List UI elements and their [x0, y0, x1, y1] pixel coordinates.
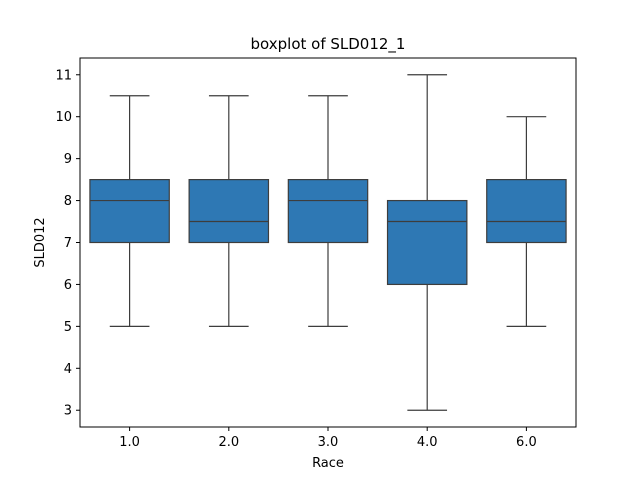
box-group-3.0	[287, 95, 369, 327]
y-tick-label: 4	[64, 362, 72, 377]
x-tick-label: 6.0	[516, 435, 537, 450]
y-axis: 3 4 5 6 7 8 9 10 11	[55, 68, 80, 419]
y-tick-label: 11	[55, 68, 72, 83]
chart-title: boxplot of SLD012_1	[251, 35, 406, 54]
y-tick-label: 8	[64, 194, 72, 209]
y-tick-label: 10	[55, 110, 72, 125]
y-tick-label: 3	[64, 404, 72, 419]
iqr-box	[188, 179, 270, 244]
iqr-box	[89, 179, 170, 244]
y-axis-title: SLD012	[33, 217, 48, 267]
iqr-box	[386, 199, 468, 286]
boxes-layer	[89, 74, 567, 411]
box-group-4.0	[386, 74, 468, 411]
x-axis: 1.0 2.0 3.0 4.0 6.0	[119, 427, 537, 450]
y-tick-label: 7	[64, 236, 72, 251]
box-group-1.0	[89, 95, 170, 327]
y-tick-label: 5	[64, 320, 72, 335]
iqr-box	[287, 179, 369, 244]
y-tick-label: 9	[64, 152, 72, 167]
box-group-2.0	[188, 95, 270, 327]
x-tick-label: 4.0	[417, 435, 438, 450]
box-group-6.0	[486, 116, 567, 327]
plot-frame	[79, 57, 577, 428]
x-tick-label: 3.0	[318, 435, 339, 450]
x-tick-label: 1.0	[119, 435, 140, 450]
y-tick-label: 6	[64, 278, 72, 293]
x-tick-label: 2.0	[218, 435, 239, 450]
x-axis-title: Race	[312, 456, 344, 471]
iqr-box	[486, 179, 567, 244]
